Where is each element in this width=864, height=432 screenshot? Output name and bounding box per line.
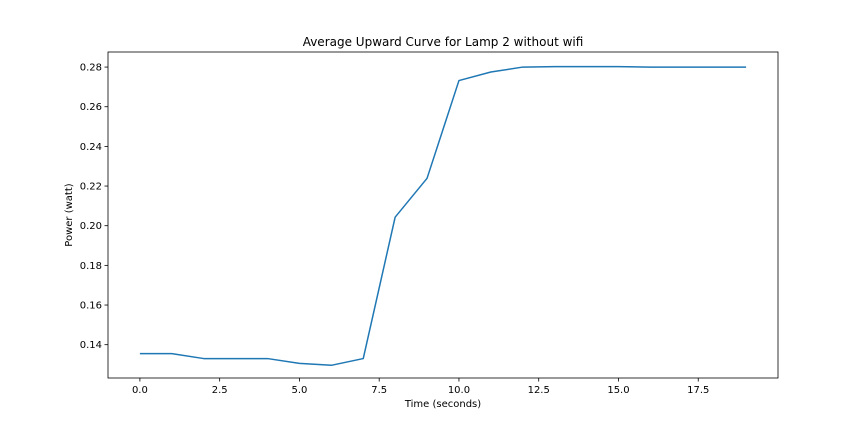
y-tick-label: 0.18	[80, 261, 102, 272]
x-tick-label: 12.5	[528, 385, 550, 396]
y-tick-label: 0.28	[80, 63, 102, 74]
x-tick-label: 2.5	[212, 385, 228, 396]
x-tick-label: 15.0	[607, 385, 629, 396]
plot-frame	[107, 51, 779, 379]
x-tick-label: 17.5	[687, 385, 709, 396]
x-tick-label: 5.0	[291, 385, 307, 396]
y-axis: 0.14 0.16 0.18 0.20 0.22 0.24 0.26 0.28	[80, 63, 108, 351]
x-tick-label: 0.0	[132, 385, 148, 396]
y-tick-label: 0.14	[80, 340, 102, 351]
y-tick-label: 0.20	[80, 221, 102, 232]
x-axis-title: Time (seconds)	[404, 399, 481, 410]
x-tick-label: 7.5	[371, 385, 387, 396]
series-layer	[139, 65, 747, 367]
x-tick-label: 10.0	[448, 385, 470, 396]
y-tick-label: 0.16	[80, 301, 102, 312]
y-axis-title: Power (watt)	[64, 183, 75, 246]
y-tick-label: 0.26	[80, 102, 102, 113]
y-tick-label: 0.24	[80, 142, 102, 153]
x-axis: 0.0 2.5 5.0 7.5 10.0 12.5 15.0 17.5	[132, 378, 709, 396]
plot-area	[108, 52, 778, 378]
y-tick-label: 0.22	[80, 182, 102, 193]
chart-title: Average Upward Curve for Lamp 2 without …	[303, 35, 584, 49]
plot-background	[108, 52, 778, 378]
series-line-0	[139, 65, 747, 367]
